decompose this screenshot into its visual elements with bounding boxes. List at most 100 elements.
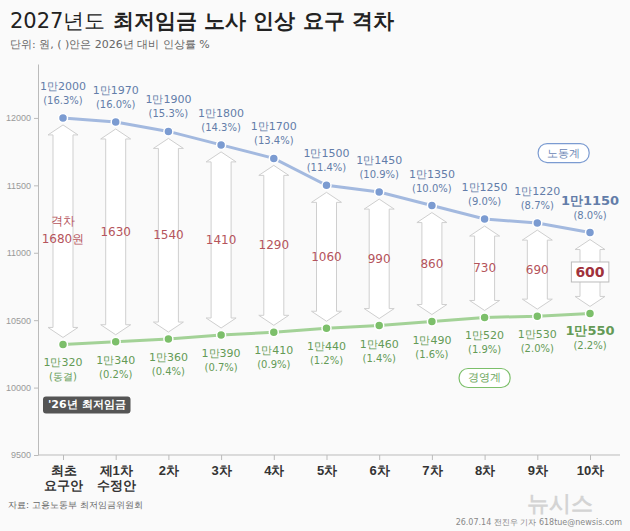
gap-label: 1680원 xyxy=(42,232,85,246)
value-label: 1만460 xyxy=(360,338,399,351)
y-tick: 11500 xyxy=(7,181,38,191)
y-axis: 95001000010500110001150012000 xyxy=(6,65,39,461)
x-tick-label: 최초요구안 xyxy=(44,463,83,493)
legend-label: 노동계 xyxy=(547,147,580,160)
x-tick-mark xyxy=(537,455,538,460)
x-tick-mark xyxy=(63,455,64,460)
point xyxy=(586,309,595,318)
x-tick: 4차 xyxy=(264,455,284,478)
baseline xyxy=(38,455,620,456)
value-label: 1만1500 xyxy=(304,147,350,160)
gap-arrow xyxy=(417,213,447,315)
x-tick-label: 3차 xyxy=(211,463,231,478)
x-tick-mark xyxy=(432,455,433,460)
y-tick-mark xyxy=(34,455,38,456)
y-tick-mark xyxy=(34,253,38,254)
annotation: '26년 최저임금 xyxy=(43,396,131,413)
point xyxy=(59,113,68,122)
value-label: 1만1150 xyxy=(561,193,619,208)
gap-label-group: 1410 xyxy=(206,233,237,247)
rate-label: (9.0%) xyxy=(468,196,501,207)
value-label: 1만1970 xyxy=(93,84,139,97)
x-tick: 3차 xyxy=(211,455,231,478)
gap-label-group: 1630 xyxy=(100,225,131,239)
point xyxy=(480,313,489,322)
gap-label-group: 690 xyxy=(526,263,549,277)
subtitle: 단위: 원, ( )안은 2026년 대비 인상률 % xyxy=(10,38,210,51)
gap-label: 990 xyxy=(368,252,391,266)
value-label: 1만320 xyxy=(44,356,83,369)
x-tick-label: 제1차수정안 xyxy=(97,463,136,493)
gap-label: 1290 xyxy=(259,238,290,252)
y-tick-label: 10000 xyxy=(6,383,31,393)
x-tick: 7차 xyxy=(422,455,442,478)
value-label: 1만340 xyxy=(96,354,135,367)
gap-label: 1410 xyxy=(206,233,237,247)
rate-label: (1.4%) xyxy=(363,353,396,364)
rate-label: (10.0%) xyxy=(412,183,452,194)
y-tick-mark xyxy=(34,388,38,389)
gap-label-group: 600 xyxy=(571,262,608,282)
gap-arrow xyxy=(575,240,605,307)
x-tick: 최초요구안 xyxy=(44,455,83,493)
x-tick: 9차 xyxy=(528,455,548,478)
y-tick: 9500 xyxy=(11,450,38,460)
value-label: 1만440 xyxy=(307,340,346,353)
point xyxy=(427,201,436,210)
x-tick-label: 8차 xyxy=(475,463,495,478)
rate-label: (동결) xyxy=(49,371,77,382)
rate-label: (2.2%) xyxy=(573,340,606,351)
gap-label: 1060 xyxy=(311,250,342,264)
point xyxy=(375,188,384,197)
gap-label-group: 1540 xyxy=(153,228,184,242)
rate-label: (16.0%) xyxy=(96,99,136,110)
y-tick: 12000 xyxy=(6,113,38,123)
series-line xyxy=(63,118,590,233)
rate-label: (16.3%) xyxy=(43,95,83,106)
value-label: 1만1250 xyxy=(462,181,508,194)
value-label: 1만1700 xyxy=(251,120,297,133)
gap-label: 690 xyxy=(526,263,549,277)
value-label: 1만390 xyxy=(202,347,241,360)
rate-label: (1.9%) xyxy=(468,344,501,355)
x-tick-mark xyxy=(590,455,591,460)
point xyxy=(164,127,173,136)
gap-arrow xyxy=(206,152,236,328)
gap-arrow xyxy=(101,129,131,335)
y-tick-label: 12000 xyxy=(6,113,31,123)
background xyxy=(0,0,630,531)
gap-arrow xyxy=(522,230,552,309)
point xyxy=(427,317,436,326)
y-tick-mark xyxy=(34,118,38,119)
point xyxy=(217,331,226,340)
value-label: 1만1800 xyxy=(198,107,244,120)
rate-label: (10.9%) xyxy=(359,169,399,180)
rate-label: (8.0%) xyxy=(573,210,606,221)
value-label: 1만360 xyxy=(149,351,188,364)
rate-label: (1.2%) xyxy=(310,355,343,366)
point xyxy=(586,228,595,237)
gap-arrow xyxy=(312,192,342,321)
x-tick: 2차 xyxy=(159,455,179,478)
y-tick-mark xyxy=(34,320,38,321)
gap-title: 격차 xyxy=(51,214,75,228)
gap-label: 1540 xyxy=(153,228,184,242)
rate-label: (2.0%) xyxy=(521,343,554,354)
legend-item: 경영계 xyxy=(459,368,510,387)
y-tick-label: 9500 xyxy=(11,450,31,460)
point xyxy=(480,215,489,224)
point xyxy=(375,321,384,330)
x-tick: 5차 xyxy=(317,455,337,478)
gap-label: 860 xyxy=(420,257,443,271)
point xyxy=(111,337,120,346)
gap-label: 600 xyxy=(575,264,604,280)
y-tick-label: 10500 xyxy=(6,316,31,326)
point xyxy=(269,328,278,337)
legend-box xyxy=(538,144,589,163)
gap-label-group: 1680원 xyxy=(42,232,85,246)
gap-label-group: 860 xyxy=(420,257,443,271)
rate-label: (8.7%) xyxy=(521,200,554,211)
point xyxy=(533,312,542,321)
plot-area xyxy=(48,113,605,349)
rate-label: (14.3%) xyxy=(201,122,241,133)
